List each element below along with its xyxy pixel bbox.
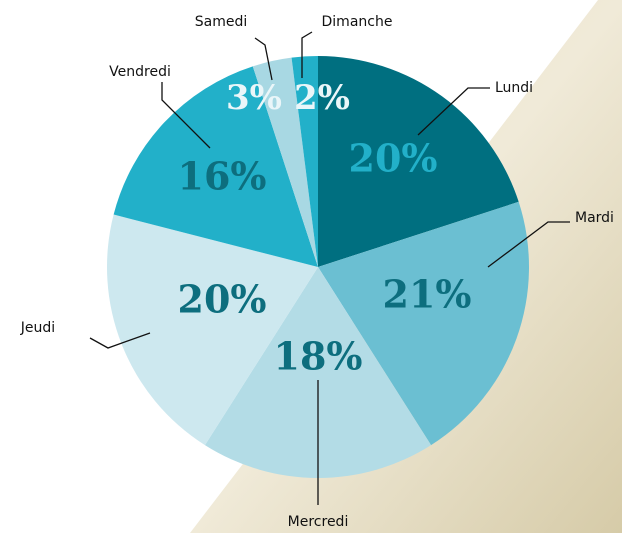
pie-slice (318, 201, 530, 446)
pie-slice (318, 56, 519, 267)
pie-slice (113, 66, 318, 267)
pie-slice (252, 57, 318, 267)
slice-label: 2% (294, 78, 350, 118)
category-label: Mercredi (288, 514, 349, 530)
pie-slice (204, 267, 432, 478)
pie-slice (107, 214, 319, 446)
slice-label: 20% (178, 277, 267, 322)
leader-line (254, 37, 273, 81)
slice-label: 16% (178, 154, 267, 199)
category-label: Mardi (575, 210, 614, 226)
slice-label: 21% (383, 272, 472, 317)
category-label: Samedi (195, 14, 248, 30)
leader-line (487, 221, 570, 268)
category-label: Vendredi (109, 64, 171, 80)
category-label: Dimanche (322, 14, 393, 30)
slice-label: 18% (274, 334, 363, 379)
slice-label: 3% (226, 78, 282, 118)
slice-label: 20% (349, 136, 438, 181)
leader-line (301, 31, 313, 78)
leader-line (417, 87, 490, 136)
category-label: Jeudi (20, 320, 55, 336)
pie-slice (291, 56, 318, 267)
category-label: Lundi (495, 80, 533, 96)
leader-line (161, 82, 211, 149)
leader-line (89, 332, 151, 349)
